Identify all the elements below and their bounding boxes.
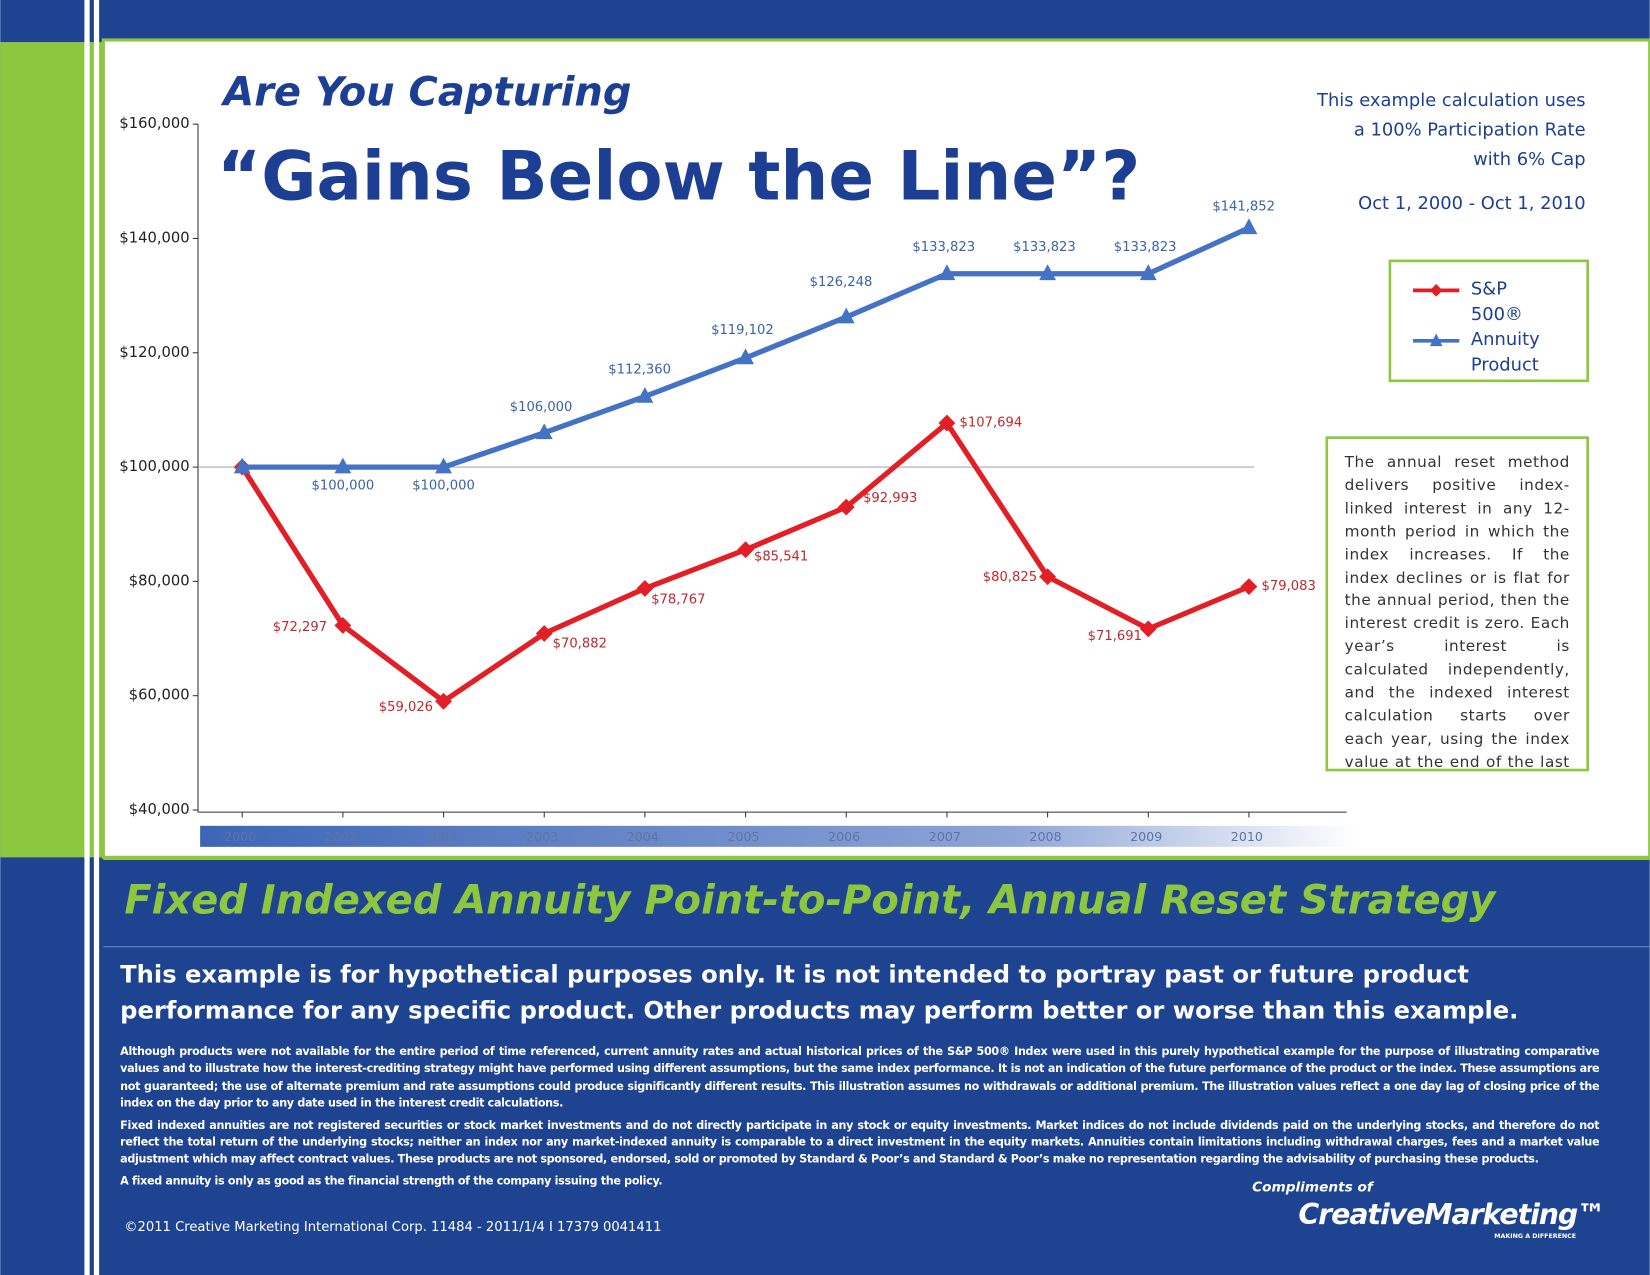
marker: [435, 692, 452, 710]
marker: [1139, 620, 1157, 638]
data-label: $133,823: [912, 240, 975, 255]
title: “Gains Below the Line”?: [217, 137, 1140, 215]
x-band: [200, 825, 1358, 847]
legend-item: Annuity Product: [1470, 329, 1540, 376]
sidebar: The annual reset method delivers positiv…: [1344, 454, 1570, 768]
legend-box: [1388, 259, 1590, 383]
period: Oct 1, 2000 - Oct 1, 2010: [1358, 193, 1585, 214]
data-label: $106,000: [510, 400, 573, 415]
x-tick-label: 2010: [1231, 829, 1263, 844]
marker: [1039, 264, 1057, 281]
legend-marker: [1429, 333, 1443, 347]
data-label: $70,882: [553, 637, 607, 652]
data-label: $78,767: [651, 593, 705, 608]
title-line: Are You Capturing: [220, 70, 631, 116]
y-tick-label: $80,000: [129, 572, 190, 589]
stripe: [93, 0, 100, 1275]
disclaimer: Although products were not available for…: [120, 1045, 1600, 1111]
marker: [435, 457, 452, 474]
compliments: Compliments of: [1252, 1180, 1375, 1196]
data-label: $79,083: [1262, 579, 1316, 594]
marker: [636, 580, 654, 597]
marker: [636, 386, 654, 403]
legend-item: S&P 500®: [1470, 278, 1523, 326]
data-label: $119,102: [711, 323, 774, 338]
sidebar-box: [1325, 436, 1590, 772]
lead: This example is for hypothetical purpose…: [120, 961, 1519, 1025]
data-label: $112,360: [608, 363, 671, 378]
data-label: $72,297: [273, 620, 327, 635]
disclaimers: Although products were not available for…: [120, 1045, 1600, 1188]
data-label: $71,691: [1088, 629, 1142, 644]
data-label: $126,248: [810, 275, 873, 290]
x-tick-label: 2000: [224, 829, 256, 844]
data-label: $80,825: [983, 570, 1037, 585]
y-tick-label: $60,000: [129, 687, 190, 704]
marker: [1240, 218, 1258, 235]
x-tick-label: 2008: [1029, 829, 1061, 844]
stripe: [84, 0, 90, 1275]
y-tick-label: $100,000: [119, 458, 189, 475]
x-tick-label: 2007: [929, 829, 961, 844]
legend-label: S&P 500®: [1470, 278, 1523, 326]
marker: [233, 457, 251, 474]
legend-label: Annuity Product: [1470, 329, 1540, 376]
data-label: $141,852: [1212, 199, 1275, 214]
x-tick-label: 2003: [526, 829, 558, 844]
marker: [535, 423, 553, 440]
x-tick-label: 2004: [627, 829, 659, 844]
marker: [837, 498, 855, 516]
y-tick-label: $40,000: [129, 801, 190, 818]
note-line: This example calculation uses: [1316, 90, 1586, 111]
note-line: a 100% Participation Rate: [1354, 119, 1586, 140]
lead-text: This example is for hypothetical purpose…: [120, 961, 1519, 1025]
copyright: ©2011 Creative Marketing International C…: [124, 1220, 661, 1235]
disclaimer: Fixed indexed annuities are not register…: [120, 1118, 1600, 1167]
y-tick-label: $140,000: [119, 229, 189, 246]
y-tick-label: $160,000: [119, 115, 189, 132]
x-tick-label: 2009: [1130, 829, 1162, 844]
marker: [1039, 568, 1057, 586]
data-label: $107,694: [960, 416, 1023, 431]
marker: [1139, 264, 1157, 281]
marker: [938, 414, 956, 432]
tagline: MAKING A DIFFERENCE: [1494, 1233, 1576, 1240]
x-tick-label: 2006: [828, 829, 860, 844]
marker: [535, 625, 553, 642]
data-label: $133,823: [1114, 240, 1177, 255]
x-tick-label: 2005: [727, 829, 759, 844]
logo: CreativeMarketing™: [1298, 1198, 1604, 1231]
footer-heading: Fixed Indexed Annuity Point-to-Point, An…: [124, 878, 1497, 924]
sidebar-text: The annual reset method delivers positiv…: [1344, 454, 1570, 768]
data-label: $92,993: [863, 491, 917, 506]
note-line: with 6% Cap: [1473, 149, 1585, 170]
x-tick-label: 2001: [325, 829, 357, 844]
legend-marker: [1429, 284, 1443, 297]
marker: [334, 457, 352, 474]
marker: [837, 307, 855, 324]
data-label: $100,000: [412, 479, 475, 494]
content-panel: [101, 38, 1650, 859]
marker: [938, 264, 956, 281]
marker: [737, 348, 754, 365]
data-label: $100,000: [312, 479, 375, 494]
data-label: $59,026: [379, 700, 433, 715]
data-label: $133,823: [1013, 240, 1076, 255]
x-tick-label: 2002: [425, 829, 457, 844]
disclaimer: A fixed annuity is only as good as the f…: [120, 1174, 663, 1188]
data-label: $85,541: [754, 550, 808, 565]
y-tick-label: $120,000: [119, 344, 189, 361]
